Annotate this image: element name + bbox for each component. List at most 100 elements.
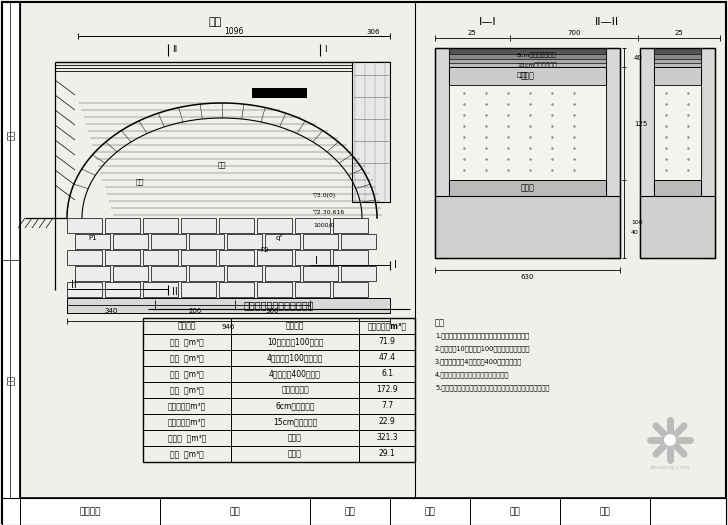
Bar <box>252 88 307 98</box>
Bar <box>189 266 224 281</box>
Text: 图号: 图号 <box>7 375 15 385</box>
Bar <box>654 85 701 180</box>
Bar <box>67 282 102 297</box>
Text: 夿石  （m³）: 夿石 （m³） <box>170 370 204 379</box>
Bar <box>265 266 300 281</box>
Text: I—I: I—I <box>479 17 496 27</box>
Text: 锡脸  （m³）: 锡脸 （m³） <box>170 353 204 362</box>
Bar <box>449 59 606 63</box>
Text: 10号粗骨料100号拱石: 10号粗骨料100号拱石 <box>266 338 323 346</box>
Bar <box>143 318 415 462</box>
Circle shape <box>663 433 677 447</box>
Bar <box>606 48 620 258</box>
Bar <box>2 2 20 523</box>
Bar <box>219 250 254 265</box>
Text: zhulong.com: zhulong.com <box>650 466 690 470</box>
Text: 立面: 立面 <box>208 17 221 27</box>
Bar <box>75 266 110 281</box>
Text: 306: 306 <box>366 29 380 35</box>
Bar <box>435 196 620 258</box>
Bar <box>449 180 606 196</box>
Text: II: II <box>172 46 177 55</box>
Text: 材料种类: 材料种类 <box>286 321 304 331</box>
Text: 25: 25 <box>467 30 476 36</box>
Bar <box>227 266 262 281</box>
Bar <box>654 48 701 54</box>
Bar <box>181 282 216 297</box>
Bar <box>303 234 338 249</box>
Text: 培山  （m³）: 培山 （m³） <box>170 385 204 394</box>
Text: 校对: 校对 <box>7 130 15 140</box>
Text: 2.拱圆采用10号粗骨料100号安山石碗硕层確。: 2.拱圆采用10号粗骨料100号安山石碗硕层確。 <box>435 345 531 352</box>
Text: 3.墓上建筑采用4号粗骨料400号粗石碗硕。: 3.墓上建筑采用4号粗骨料400号粗石碗硕。 <box>435 359 522 365</box>
Bar <box>257 250 292 265</box>
Bar <box>449 54 606 59</box>
Bar <box>701 48 715 258</box>
Bar <box>219 282 254 297</box>
Bar <box>257 282 292 297</box>
Text: 946: 946 <box>221 324 234 330</box>
Bar <box>67 218 102 233</box>
Bar <box>435 48 449 258</box>
Bar <box>295 218 330 233</box>
Bar <box>341 266 376 281</box>
Text: I: I <box>394 260 397 270</box>
Bar <box>449 67 606 85</box>
Text: 全桥拱圆及墓上建筑数量表: 全桥拱圆及墓上建筑数量表 <box>244 300 314 310</box>
Bar <box>640 196 715 258</box>
Text: 拱圆层层（m³）: 拱圆层层（m³） <box>168 417 206 426</box>
Text: 复核: 复核 <box>344 507 355 516</box>
Bar <box>654 59 701 63</box>
Bar <box>227 234 262 249</box>
Text: 水稳层: 水稳层 <box>517 72 529 78</box>
Text: 注：: 注： <box>435 319 445 328</box>
Bar <box>341 234 376 249</box>
Text: 活水层  （m³）: 活水层 （m³） <box>168 434 206 443</box>
Bar <box>295 282 330 297</box>
Text: 321.3: 321.3 <box>376 434 397 443</box>
Bar <box>181 250 216 265</box>
Text: 700: 700 <box>567 30 581 36</box>
Text: 1096: 1096 <box>224 27 244 37</box>
Text: II—II: II—II <box>595 17 619 27</box>
Bar <box>219 218 254 233</box>
Text: 300: 300 <box>265 308 279 314</box>
Bar <box>333 250 368 265</box>
Text: 40: 40 <box>631 229 639 235</box>
Text: 7.7: 7.7 <box>381 402 393 411</box>
Bar <box>449 63 606 67</box>
Text: 6cm拱圆上下面: 6cm拱圆上下面 <box>275 402 314 411</box>
Text: 工程项目: 工程项目 <box>178 321 197 331</box>
Bar <box>143 282 178 297</box>
Text: 340: 340 <box>104 308 118 314</box>
Text: 125: 125 <box>634 121 647 127</box>
Text: 主拱圈: 主拱圈 <box>521 184 534 193</box>
Bar <box>181 218 216 233</box>
Bar <box>105 218 140 233</box>
Bar <box>435 48 620 258</box>
Bar <box>295 250 330 265</box>
Bar <box>640 48 654 258</box>
Bar <box>151 266 186 281</box>
Text: 1000/0: 1000/0 <box>313 223 334 227</box>
Bar <box>189 234 224 249</box>
Text: 5.拱圆层常合实土墙之间不设伸缩缝，而将世纭红布分层筑展。: 5.拱圆层常合实土墙之间不设伸缩缝，而将世纭红布分层筑展。 <box>435 385 550 391</box>
Text: 8cm上拌下调碎拼石: 8cm上拌下调碎拼石 <box>517 52 557 58</box>
Text: 拱圆  （m³）: 拱圆 （m³） <box>170 338 204 346</box>
Text: 29.1: 29.1 <box>379 449 395 458</box>
Bar <box>143 218 178 233</box>
Bar <box>2 498 726 525</box>
Text: 级配盛: 级配盛 <box>288 434 302 443</box>
Bar <box>265 234 300 249</box>
Text: ▽2.30.616: ▽2.30.616 <box>313 209 345 215</box>
Bar <box>67 250 102 265</box>
Text: 22.9: 22.9 <box>379 417 395 426</box>
Text: 100: 100 <box>631 219 643 225</box>
Text: 设计: 设计 <box>229 507 240 516</box>
Bar <box>654 180 701 196</box>
Text: 填土  （m³）: 填土 （m³） <box>170 449 204 458</box>
Bar <box>640 48 715 258</box>
Bar <box>333 282 368 297</box>
Bar <box>303 266 338 281</box>
Text: I: I <box>324 46 327 55</box>
